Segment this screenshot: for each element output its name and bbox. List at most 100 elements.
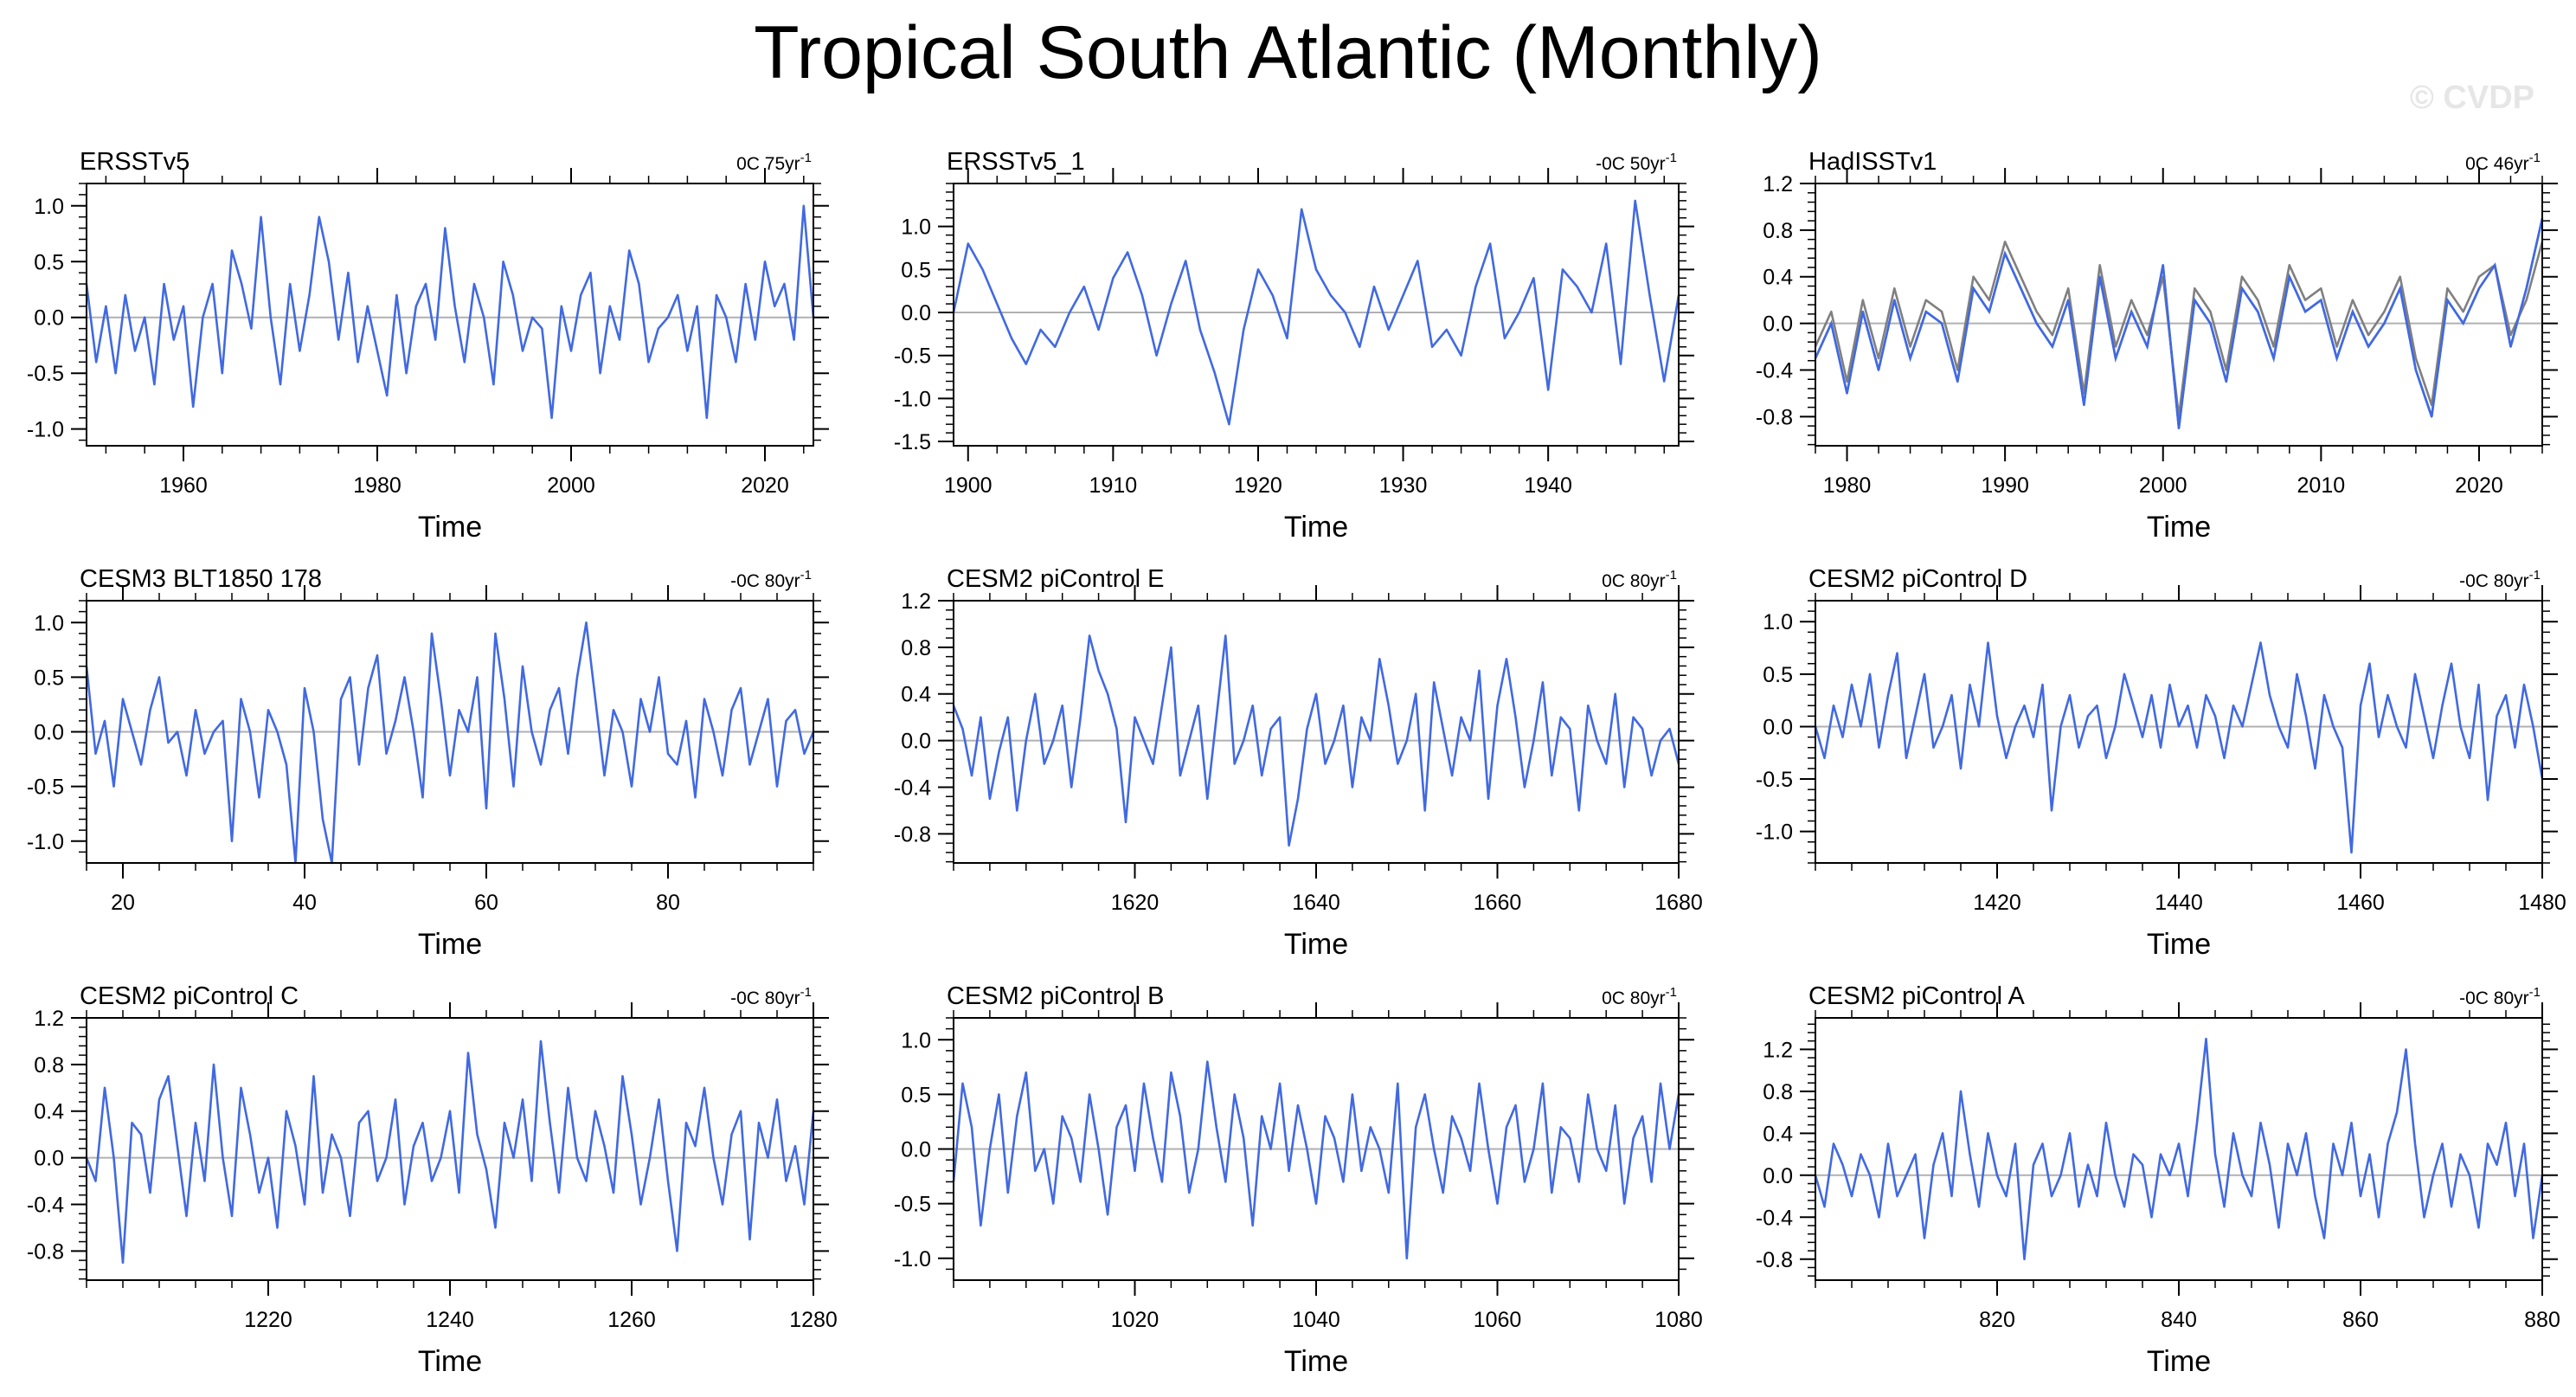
trend-text: 0C 80yr (1602, 571, 1666, 591)
trend-annotation: 0C 46yr-1 (2465, 151, 2541, 174)
y-tick-label: -0.8 (1756, 405, 1793, 429)
trend-text: -0C 80yr (730, 571, 800, 591)
series-line-1 (1814, 1037, 2544, 1261)
y-tick-label: 1.2 (34, 1007, 64, 1031)
x-tick-label: 1980 (1823, 473, 1872, 498)
x-tick-label: 1980 (353, 473, 401, 498)
trend-annotation: -0C 80yr-1 (2459, 568, 2541, 591)
y-tick-label: -0.4 (894, 776, 931, 800)
x-tick-label: 1280 (789, 1308, 838, 1332)
panel-title: CESM2 piControl E (947, 565, 1164, 593)
x-tick-label: 860 (2342, 1308, 2379, 1332)
trend-annotation: -0C 80yr-1 (2459, 985, 2541, 1008)
x-axis-label: Time (2147, 1345, 2211, 1378)
y-tick-label: 0.0 (901, 1138, 931, 1162)
y-tick-label: 0.0 (1763, 1164, 1793, 1188)
y-tick-label: 0.0 (34, 306, 64, 331)
x-tick-label: 2010 (2297, 473, 2346, 498)
x-tick-label: 1460 (2336, 891, 2385, 915)
x-tick-label: 1040 (1292, 1308, 1340, 1332)
panel-4: CESM3 BLT1850 178 -0C 80yr-1 -1.0 -0.5 0.0 0.… (27, 565, 829, 961)
y-tick-label: -0.4 (27, 1193, 64, 1217)
y-tick-label: 0.8 (34, 1053, 64, 1078)
x-tick-label: 2000 (547, 473, 595, 498)
y-tick-label: -1.0 (894, 1247, 931, 1271)
trend-text: 0C 75yr (736, 154, 800, 174)
trend-text: -0C 80yr (2459, 988, 2529, 1008)
panel-title: HadISSTv1 (1808, 148, 1937, 176)
y-tick-label: 1.2 (901, 589, 931, 614)
y-tick-label: 0.4 (901, 683, 931, 707)
panel-3: HadISSTv1 0C 46yr-1 -0.8 -0.4 0.0 0.4 0.8 1.2 19… (1756, 148, 2558, 544)
trend-exponent: -1 (800, 568, 812, 583)
y-tick-label: -0.5 (27, 362, 64, 386)
panel-title: CESM3 BLT1850 178 (80, 565, 322, 593)
x-tick-label: 20 (111, 891, 135, 915)
chart-main-title: Tropical South Atlantic (Monthly) (754, 11, 1822, 94)
y-tick-label: -0.8 (894, 822, 931, 847)
trend-annotation: -0C 80yr-1 (730, 568, 812, 591)
y-tick-label: 0.0 (34, 1147, 64, 1171)
x-tick-label: 1260 (607, 1308, 656, 1332)
y-tick-label: 0.5 (34, 250, 64, 274)
series-line-2 (1814, 240, 2544, 418)
panel-8: CESM2 piControl B 0C 80yr-1 -1.0 -0.5 0.0 0.5… (894, 982, 1703, 1378)
y-tick-label: -1.0 (1756, 821, 1793, 845)
trend-text: -0C 80yr (2459, 571, 2529, 591)
x-axis-label: Time (1284, 511, 1348, 544)
y-tick-label: -1.5 (894, 430, 931, 454)
x-tick-label: 1440 (2155, 891, 2203, 915)
x-tick-label: 1420 (1973, 891, 2021, 915)
trend-annotation: -0C 80yr-1 (730, 985, 812, 1008)
trend-text: 0C 46yr (2465, 154, 2529, 174)
y-tick-label: 0.4 (1763, 1122, 1793, 1146)
x-tick-label: 820 (1979, 1308, 2015, 1332)
panel-title: ERSSTv5_1 (947, 148, 1085, 176)
y-tick-label: -0.4 (1756, 358, 1793, 383)
series-line-1 (1814, 641, 2544, 854)
trend-exponent: -1 (1666, 985, 1677, 1000)
trend-exponent: -1 (2529, 985, 2541, 1000)
x-axis-label: Time (1284, 928, 1348, 961)
plot-frame (86, 1017, 814, 1281)
trend-exponent: -1 (2529, 151, 2541, 165)
y-tick-label: 0.0 (901, 301, 931, 325)
y-tick-label: 0.8 (1763, 219, 1793, 243)
y-tick-label: 1.0 (901, 216, 931, 240)
series-line-primary (1814, 218, 2544, 428)
y-tick-label: 0.4 (1763, 266, 1793, 290)
panel-5: CESM2 piControl E 0C 80yr-1 -0.8 -0.4 0.0 0.4… (894, 565, 1703, 961)
y-tick-label: -0.4 (1756, 1206, 1793, 1230)
x-tick-label: 1920 (1234, 473, 1282, 498)
y-tick-label: 0.8 (901, 636, 931, 660)
trend-annotation: 0C 80yr-1 (1602, 985, 1677, 1008)
panel-1: ERSSTv5 0C 75yr-1 -1.0 -0.5 0.0 0.5 1.0 1960 198… (27, 148, 829, 544)
panel-6: CESM2 piControl D -0C 80yr-1 -1.0 -0.5 0.0 0.… (1756, 565, 2566, 961)
copyright-watermark: © CVDP (2409, 80, 2534, 116)
y-tick-label: 0.5 (1763, 663, 1793, 687)
x-tick-label: 1480 (2518, 891, 2566, 915)
x-tick-label: 1080 (1654, 1308, 1703, 1332)
x-tick-label: 1960 (159, 473, 208, 498)
x-tick-label: 1990 (1981, 473, 2029, 498)
y-tick-label: 1.0 (34, 195, 64, 219)
y-tick-label: 0.0 (901, 730, 931, 754)
x-tick-label: 1060 (1474, 1308, 1522, 1332)
y-tick-label: 0.8 (1763, 1080, 1793, 1104)
x-tick-label: 1680 (1654, 891, 1703, 915)
plot-frame (86, 183, 814, 447)
x-tick-label: 40 (292, 891, 317, 915)
x-tick-label: 2020 (2455, 473, 2503, 498)
y-tick-label: -1.0 (894, 387, 931, 411)
x-tick-label: 60 (474, 891, 498, 915)
plot-frame (953, 183, 1680, 447)
x-tick-label: 1660 (1474, 891, 1522, 915)
y-tick-label: 1.0 (1763, 610, 1793, 634)
plot-frame (1815, 600, 2543, 864)
x-axis-label: Time (2147, 511, 2211, 544)
y-tick-label: 1.0 (34, 611, 64, 635)
series-line-1 (952, 199, 1680, 426)
x-tick-label: 1930 (1379, 473, 1428, 498)
panel-title: ERSSTv5 (80, 148, 190, 176)
